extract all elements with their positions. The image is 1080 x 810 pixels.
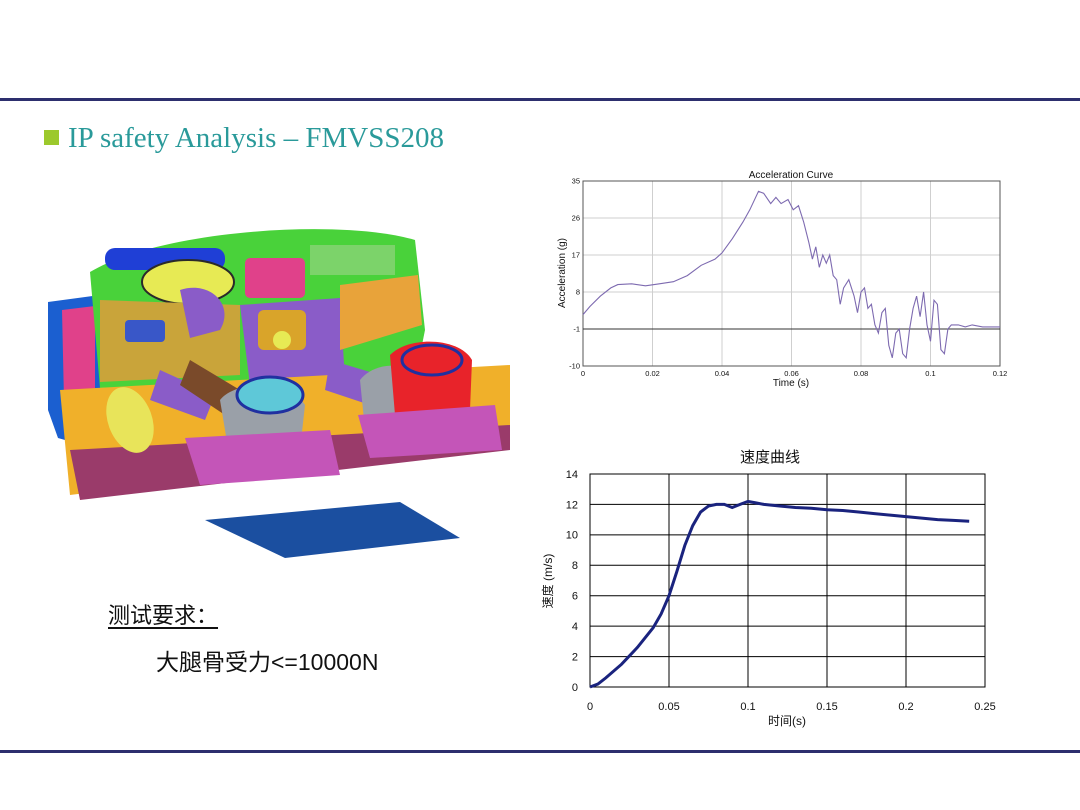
x-axis-label: Time (s): [773, 378, 809, 389]
page-title: IP safety Analysis – FMVSS208: [44, 122, 444, 155]
x-tick-label: 0.04: [715, 369, 730, 378]
velocity-chart: 速度曲线 0 0.05 0.1 0.15 0.2 0.25 14 12 10 8 6 4 2 0 时间(s…: [540, 449, 996, 728]
y-tick-label: 8: [572, 560, 578, 572]
tick-labels: 0 0.05 0.1 0.15 0.2 0.25 14 12 10 8 6 4 2 0: [566, 469, 996, 713]
y-tick-label: 14: [566, 469, 578, 481]
tick-labels: 0 0.02 0.04 0.06 0.08 0.1 0.12 35 26 17 8 -1 -10: [569, 177, 1007, 378]
y-tick-label: 35: [572, 177, 580, 186]
x-tick-label: 0: [587, 701, 593, 713]
header-rule: [0, 98, 1080, 101]
x-tick-label: 0.2: [898, 701, 913, 713]
x-tick-label: 0.08: [854, 369, 869, 378]
y-tick-label: 0: [572, 682, 578, 694]
chart-grid: [582, 180, 1001, 367]
y-tick-label: 4: [572, 621, 578, 633]
bullet-square-icon: [44, 129, 59, 145]
y-tick-label: 12: [566, 499, 578, 511]
plot-frame: [589, 473, 986, 688]
x-tick-label: 0.05: [658, 701, 679, 713]
y-tick-label: -10: [569, 362, 580, 371]
acceleration-chart: Acceleration Curve 0 0.02 0.04 0.06 0.08 0.1 0…: [557, 170, 1007, 389]
y-tick-label: 8: [576, 288, 580, 297]
y-tick-label: 6: [572, 591, 578, 603]
x-tick-label: 0.1: [925, 369, 935, 378]
x-tick-label: 0.12: [993, 369, 1008, 378]
requirement-item: 大腿骨受力<=10000N: [156, 649, 379, 675]
x-axis-label: 时间(s): [768, 714, 806, 728]
plot-frame: [582, 180, 1001, 367]
y-tick-label: 2: [572, 651, 578, 663]
x-tick-label: 0.1: [740, 701, 755, 713]
y-tick-label: 17: [572, 251, 580, 260]
requirements-heading: 测试要求：: [108, 603, 219, 628]
y-axis-label: Acceleration (g): [557, 238, 568, 308]
y-tick-label: -1: [573, 325, 580, 334]
series-line: [582, 190, 1000, 360]
chart-title: Acceleration Curve: [749, 170, 834, 181]
x-tick-label: 0.06: [784, 369, 799, 378]
page-title-text: IP safety Analysis – FMVSS208: [68, 122, 444, 154]
x-tick-label: 0.02: [645, 369, 660, 378]
y-tick-label: 26: [572, 214, 580, 223]
x-tick-label: 0.15: [816, 701, 837, 713]
y-axis-label: 速度 (m/s): [540, 554, 555, 609]
x-tick-label: 0.25: [974, 701, 995, 713]
footer-rule: [0, 750, 1080, 753]
series-line: [589, 499, 970, 689]
y-tick-label: 10: [566, 530, 578, 542]
x-tick-label: 0: [581, 369, 585, 378]
chart-title: 速度曲线: [740, 449, 800, 466]
instrument-panel-fe-model-icon: [48, 229, 510, 558]
